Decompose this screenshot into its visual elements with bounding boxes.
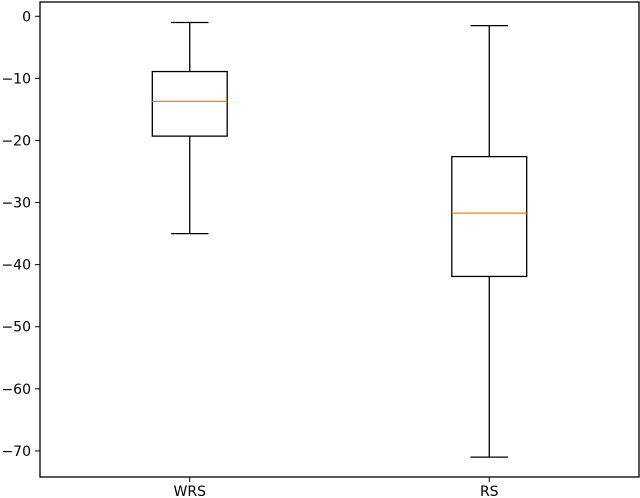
y-tick-label: −40 <box>1 258 31 274</box>
boxes <box>151 21 528 458</box>
y-tick-label: −50 <box>1 320 31 336</box>
y-tick-label: −10 <box>1 71 31 87</box>
y-tick-label: −30 <box>1 196 31 212</box>
y-tick-label: 0 <box>22 9 31 25</box>
box-rs <box>451 24 528 458</box>
box-rect <box>151 70 228 137</box>
x-tick-label: RS <box>480 484 499 498</box>
y-tick-label: −70 <box>1 444 31 460</box>
y-axis: 0 −10 −20 −30 −40 −50 −60 −70 <box>1 9 40 460</box>
box-rect <box>451 155 528 278</box>
y-tick-label: −20 <box>1 133 31 149</box>
y-tick-label: −60 <box>1 382 31 398</box>
box-wrs <box>151 21 228 235</box>
x-axis: WRS RS <box>174 477 499 498</box>
plot-frame <box>39 1 640 478</box>
x-tick-label: WRS <box>174 484 207 498</box>
